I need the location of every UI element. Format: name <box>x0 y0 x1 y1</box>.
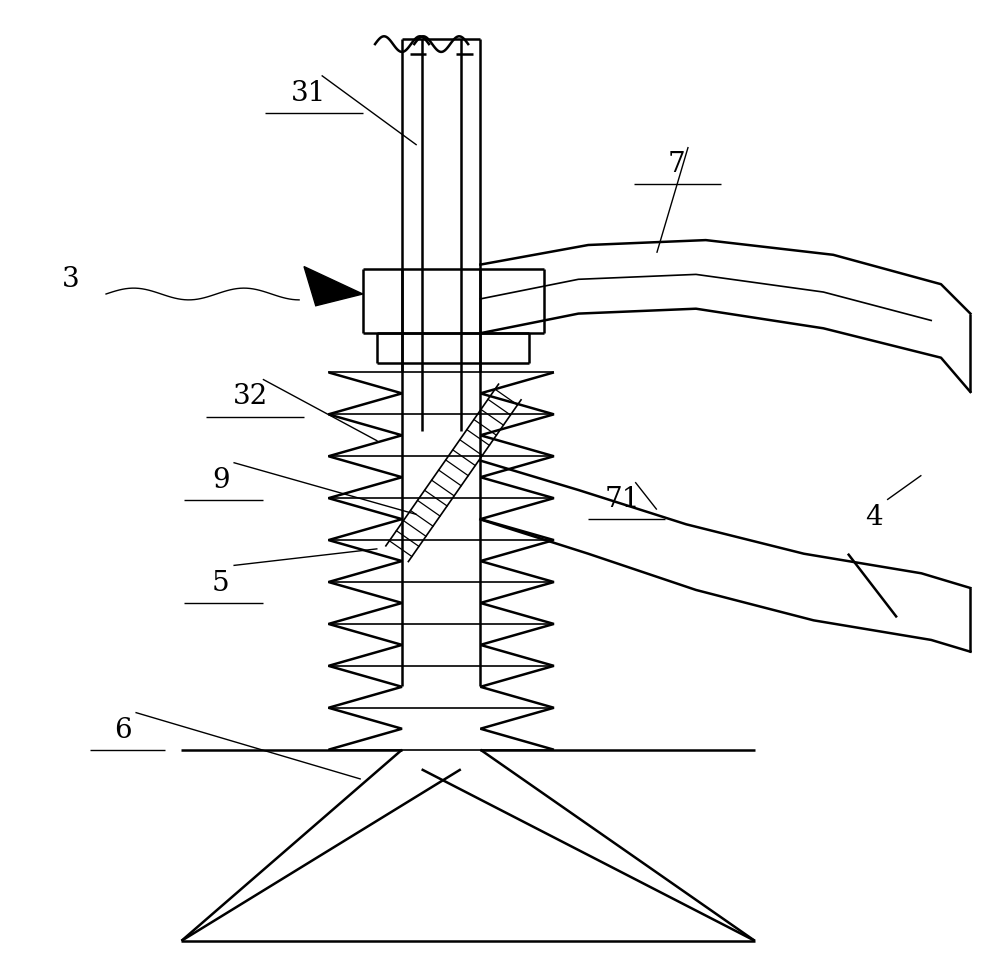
Polygon shape <box>304 267 363 306</box>
Text: 9: 9 <box>212 466 230 494</box>
Text: 3: 3 <box>62 266 80 293</box>
Text: 4: 4 <box>866 504 883 531</box>
Text: 5: 5 <box>212 569 230 597</box>
Text: 7: 7 <box>668 151 685 178</box>
Text: 31: 31 <box>291 79 327 107</box>
Text: 32: 32 <box>232 383 268 411</box>
Text: 71: 71 <box>605 486 640 514</box>
Text: 6: 6 <box>114 716 132 744</box>
